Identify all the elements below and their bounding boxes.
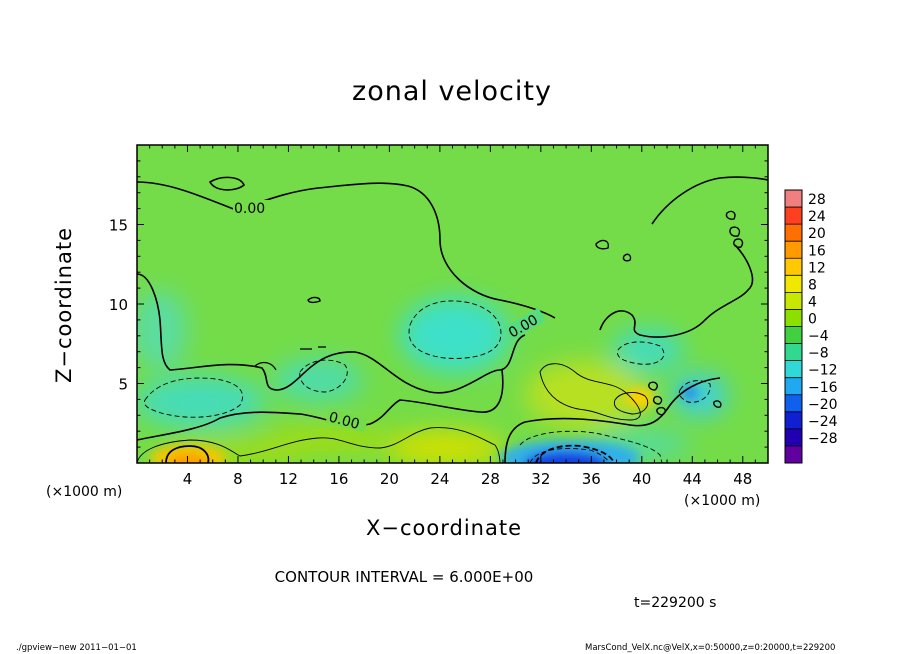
colorbar-swatch <box>785 190 802 208</box>
colorbar-swatch <box>785 360 802 378</box>
colorbar-label: −12 <box>808 363 838 379</box>
x-tick-label: 44 <box>683 470 702 488</box>
colorbar-label: 20 <box>808 226 826 242</box>
x-axis: 4 8 12 16 20 24 28 32 36 40 44 48 <box>136 145 769 488</box>
x-tick-label: 48 <box>733 470 752 488</box>
colorbar-swatch <box>785 241 802 259</box>
y-tick-label: 5 <box>118 376 128 394</box>
y-axis: 5 10 15 <box>109 144 768 464</box>
colorbar-swatch <box>785 377 802 396</box>
x-tick-label: 8 <box>233 470 243 488</box>
zero-contour-middle <box>137 273 526 394</box>
zero-contour-lower-right <box>504 377 721 463</box>
contour-lines <box>137 176 768 463</box>
footer-left: ./gpview−new 2011−01−01 <box>16 643 137 653</box>
colorbar-label: 24 <box>808 209 826 225</box>
colorbar-swatch <box>785 326 802 344</box>
x-tick-label: 28 <box>481 470 500 488</box>
colorbar-label: 28 <box>808 192 826 208</box>
zero-contour-right-arc <box>651 176 768 225</box>
contour-label-low: 0.00 <box>327 409 361 433</box>
y-tick-label: 15 <box>109 217 128 235</box>
colorbar-swatch <box>785 394 802 413</box>
colorbar-swatch <box>785 445 802 464</box>
x-tick-label: 16 <box>329 470 348 488</box>
colorbar-label: −8 <box>808 346 829 362</box>
y-tick-label: 10 <box>109 296 128 314</box>
colorbar-label: −20 <box>808 397 838 413</box>
contour-interval: CONTOUR INTERVAL = 6.000E+00 <box>274 568 534 586</box>
x-unit-left: (×1000 m) <box>46 484 123 500</box>
contour-dots <box>254 346 326 371</box>
colorbar-swatch <box>785 309 802 327</box>
x-tick-label: 20 <box>380 470 399 488</box>
x-tick-label: 32 <box>531 470 550 488</box>
footer-right: MarsCond_VelX.nc@VelX,x=0:50000,z=0:2000… <box>585 643 836 653</box>
colorbar-label: 16 <box>808 243 826 259</box>
positive-core-contour <box>165 445 210 463</box>
velocity-field <box>137 145 768 463</box>
zero-contour-right-lobe <box>599 244 754 338</box>
colorbar-label: −24 <box>808 414 838 430</box>
x-tick-label: 40 <box>632 470 651 488</box>
colorbar-swatch <box>785 224 802 242</box>
x-tick-label: 24 <box>430 470 449 488</box>
x-tick-label: 36 <box>582 470 601 488</box>
negative-dashed-contours <box>143 300 711 463</box>
colorbar-label: 0 <box>808 312 817 328</box>
zero-contour-lower <box>137 369 504 441</box>
colorbar-label: 4 <box>808 294 817 310</box>
colorbar-swatch <box>785 258 802 276</box>
x-tick-label: 4 <box>183 470 193 488</box>
colorbar-label: 8 <box>808 277 817 293</box>
zero-contour-small-loops <box>307 210 744 416</box>
x-tick-label: 12 <box>279 470 298 488</box>
positive-thin-contours <box>137 363 649 463</box>
negative-core-contour <box>535 444 615 463</box>
colorbar-label: −4 <box>808 329 829 345</box>
colorbar-swatch <box>785 343 802 361</box>
colorbar-swatch <box>785 207 802 225</box>
y-axis-title: Z−coordinate <box>52 227 76 383</box>
colorbar-label: 12 <box>808 260 826 276</box>
x-axis-title: X−coordinate <box>366 516 522 540</box>
colorbar-swatch <box>785 411 802 430</box>
colorbar-swatch <box>785 292 802 310</box>
x-unit-right: (×1000 m) <box>684 493 761 509</box>
contour-label-top: 0.00 <box>234 201 265 217</box>
colorbar-swatch <box>785 275 802 293</box>
zero-contour-upper-loop <box>208 176 245 191</box>
colorbar-label: −16 <box>808 380 838 396</box>
time-label: t=229200 s <box>634 595 717 611</box>
colorbar-swatch <box>785 428 802 447</box>
colorbar-label: −28 <box>808 431 838 447</box>
chart-title: zonal velocity <box>352 76 552 107</box>
